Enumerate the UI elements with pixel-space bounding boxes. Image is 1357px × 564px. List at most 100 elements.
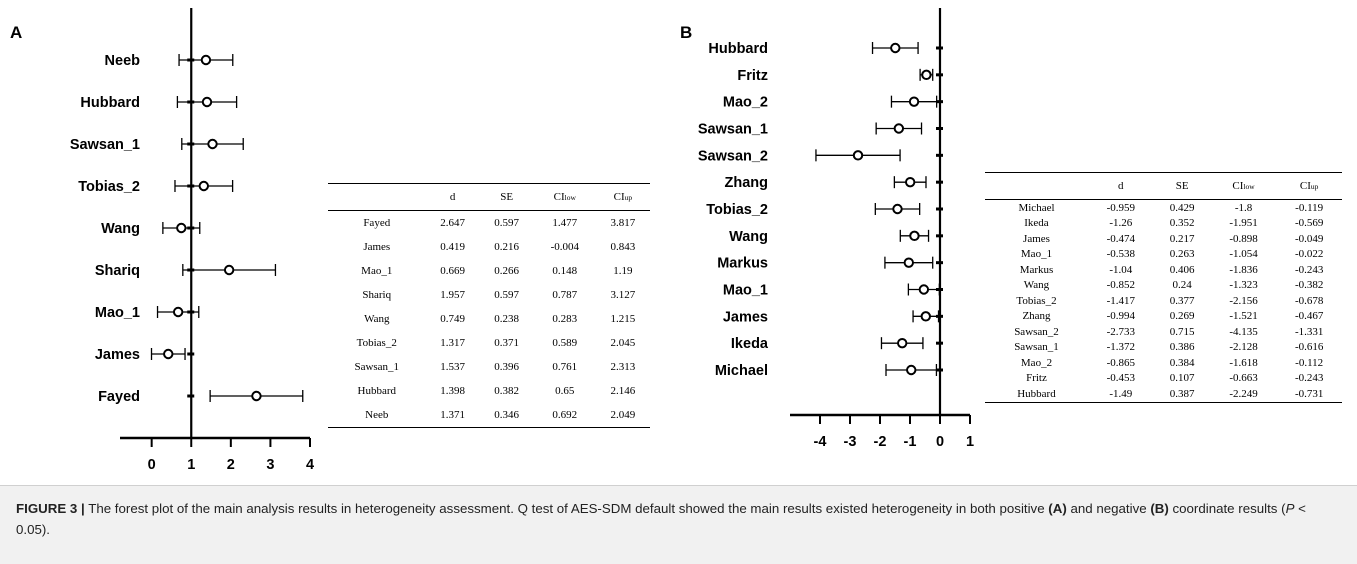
study-label: Sawsan_2	[698, 148, 768, 164]
study-label: Hubbard	[80, 95, 140, 111]
study-label: James	[95, 347, 140, 363]
table-cell: Hubbard	[357, 385, 397, 397]
table-cell: -2.128	[1229, 341, 1258, 354]
stats-table-b: d SE CIlow CIup Michael -0.959 0.429 -1.8 -0…	[985, 172, 1342, 403]
table-cell: 0.715	[1169, 325, 1195, 338]
table-cell: 0.352	[1169, 217, 1195, 230]
table-cell: 2.049	[595, 403, 650, 428]
effect-point	[908, 96, 920, 107]
panel-letter: B	[680, 23, 692, 42]
table-cell: -0.731	[1276, 386, 1342, 403]
table-cell: 0.692	[533, 403, 596, 428]
table-cell: Zhang	[1022, 310, 1051, 323]
study-label: Mao_1	[723, 283, 768, 299]
header-se: SE	[479, 183, 534, 211]
table-cell: 0.396	[494, 361, 520, 373]
table-cell: 0.761	[552, 361, 578, 373]
table-cell: 0.382	[494, 385, 520, 397]
effect-point	[918, 284, 930, 295]
effect-point	[163, 348, 174, 360]
study-label: Sawsan_1	[70, 137, 140, 153]
table-row: Tobias_2 -1.417 0.377 -2.156 -0.678	[985, 293, 1342, 309]
table-cell: Shariq	[362, 289, 392, 301]
header-ci-low: CIlow	[1210, 172, 1277, 200]
effect-point	[903, 257, 915, 268]
table-cell: -0.959	[1106, 201, 1135, 214]
table-cell: -0.467	[1294, 310, 1324, 323]
effect-point	[897, 337, 908, 349]
study-label: Markus	[717, 256, 768, 272]
effect-point	[892, 203, 903, 215]
table-cell: James	[363, 241, 391, 253]
table-header-row: d SE CIlow CIup	[985, 172, 1342, 200]
table-cell: Sawsan_1	[1014, 341, 1059, 354]
table-row: Michael -0.959 0.429 -1.8 -0.119	[985, 200, 1342, 216]
x-tick-label: -2	[874, 434, 887, 450]
table-cell: -1.331	[1294, 325, 1324, 338]
table-cell: -0.243	[1294, 263, 1324, 276]
table-cell: -0.049	[1294, 232, 1324, 245]
table-cell: 0.429	[1169, 201, 1195, 214]
study-label: Mao_1	[95, 305, 140, 321]
table-cell: Sawsan_2	[1014, 325, 1059, 338]
table-header-row: d SE CIlow CIup	[328, 183, 650, 211]
x-tick-label: -1	[904, 434, 917, 450]
effect-point	[201, 96, 213, 108]
table-row: Tobias_2 1.317 0.371 0.589 2.045	[328, 331, 650, 355]
panel-letter: A	[10, 23, 22, 42]
table-cell: 0.384	[1169, 356, 1195, 369]
figure-caption: FIGURE 3 | The forest plot of the main a…	[0, 485, 1357, 564]
x-tick-label: -4	[814, 434, 827, 450]
table-cell: 0.238	[494, 313, 520, 325]
table-cell: 1.19	[613, 265, 633, 277]
table-cell: -1.26	[1109, 217, 1133, 230]
table-cell: 0.597	[494, 289, 520, 301]
table-cell: -0.898	[1229, 232, 1258, 245]
x-tick-label: 0	[936, 434, 944, 450]
table-cell: 1.537	[440, 361, 465, 373]
x-tick-label: 1	[966, 434, 974, 450]
table-cell: 2.647	[440, 217, 465, 229]
table-cell: 0.216	[494, 241, 520, 253]
caption-ref-a: (A)	[1048, 501, 1067, 516]
study-label: Neeb	[105, 53, 141, 69]
table-cell: Fritz	[1026, 372, 1047, 385]
table-cell: 0.263	[1169, 248, 1195, 261]
table-cell: -0.852	[1106, 279, 1135, 292]
table-cell: -0.022	[1294, 248, 1324, 261]
table-row: Fayed 2.647 0.597 1.477 3.817	[328, 211, 650, 236]
study-label: Wang	[101, 221, 140, 237]
table-cell: 1.477	[552, 217, 578, 229]
table-cell: -1.951	[1229, 217, 1258, 230]
study-label: Tobias_2	[706, 202, 768, 218]
study-label: Ikeda	[731, 336, 769, 352]
x-tick-label: 2	[227, 457, 235, 473]
header-ci-up: CIup	[595, 183, 650, 211]
study-label: Wang	[729, 229, 768, 245]
table-cell: 1.317	[440, 337, 465, 349]
effect-point	[251, 390, 262, 402]
table-cell: James	[1023, 232, 1050, 245]
table-cell: 2.313	[610, 361, 636, 373]
table-row: Mao_1 -0.538 0.263 -1.054 -0.022	[985, 247, 1342, 263]
table-cell: -1.618	[1229, 356, 1258, 369]
table-row: Ikeda -1.26 0.352 -1.951 -0.569	[985, 216, 1342, 232]
table-cell: -0.678	[1294, 294, 1324, 307]
table-cell: 0.65	[555, 385, 575, 397]
caption-part: and negative	[1066, 501, 1151, 516]
table-row: Sawsan_1 -1.372 0.386 -2.128 -0.616	[985, 340, 1342, 356]
table-cell: 0.283	[552, 313, 578, 325]
header-study	[328, 183, 426, 211]
effect-point	[909, 230, 920, 242]
table-cell: 0.371	[494, 337, 520, 349]
table-cell: 1.957	[440, 289, 465, 301]
table-cell: Neeb	[328, 403, 426, 428]
table-cell: 0.24	[1172, 279, 1192, 292]
header-d: d	[425, 183, 480, 211]
table-cell: -1.323	[1229, 279, 1258, 292]
table-cell: 1.215	[610, 313, 636, 325]
table-cell: 0.387	[1153, 386, 1211, 403]
effect-point	[890, 42, 901, 54]
caption-text: FIGURE 3 | The forest plot of the main a…	[16, 498, 1336, 540]
study-label: Zhang	[725, 175, 769, 191]
